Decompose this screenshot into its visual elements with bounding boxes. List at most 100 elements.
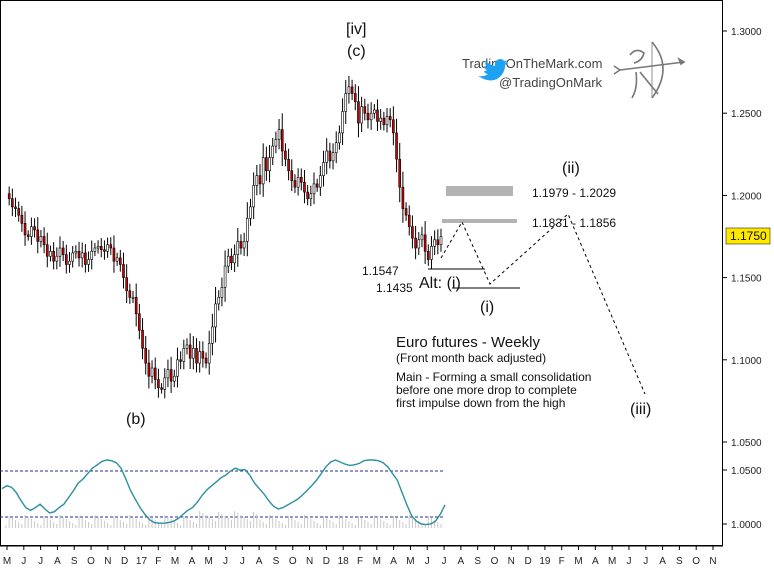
x-tick-label: N <box>508 556 515 567</box>
candle-up <box>236 241 240 255</box>
x-tick-label: A <box>458 556 465 567</box>
candle-down <box>366 112 370 121</box>
wave-label-b: (b) <box>126 411 146 428</box>
wave-label-iv: [iv] <box>346 21 366 38</box>
y-tick-label: 1.0500 <box>731 466 762 477</box>
projection-path-main <box>440 213 646 395</box>
x-tick-label: J <box>38 556 43 567</box>
candle-down <box>52 250 55 262</box>
candle-up <box>96 246 100 249</box>
x-tick-label: S <box>273 556 280 567</box>
x-tick-label: M <box>406 556 414 567</box>
candle-up <box>71 252 74 262</box>
candle-up <box>309 193 313 199</box>
candle-up <box>163 377 167 390</box>
candle-down <box>239 241 243 249</box>
candle-down <box>42 236 46 246</box>
note-line-1: Main - Forming a small consolidation <box>396 370 591 384</box>
x-tick-label: O <box>289 556 297 567</box>
x-tick-label: F <box>357 556 363 567</box>
candle-down <box>169 369 173 382</box>
candle-down <box>382 117 386 126</box>
candle-up <box>166 369 170 379</box>
candle-down <box>287 158 290 172</box>
level-label-1547: 1.1547 <box>362 264 399 278</box>
twitter-icon <box>478 59 508 81</box>
x-tick-label: A <box>54 556 61 567</box>
candle-up <box>93 247 97 252</box>
candle-down <box>426 250 430 260</box>
candle-down <box>401 186 405 209</box>
x-tick-label: A <box>390 556 397 567</box>
note-line-2: before one more drop to complete <box>396 383 577 397</box>
candle-down <box>258 175 262 185</box>
candle-up <box>417 239 421 249</box>
candle-up <box>277 129 281 140</box>
candle-up <box>185 344 189 349</box>
candle-down <box>315 183 319 188</box>
candle-up <box>220 287 224 298</box>
candle-up <box>176 359 179 377</box>
candle-up <box>312 183 316 195</box>
candle-down <box>20 214 24 224</box>
wave-label-c: (c) <box>347 43 366 60</box>
candle-up <box>90 250 94 260</box>
x-tick-label: F <box>559 556 565 567</box>
candle-down <box>134 297 138 315</box>
candle-up <box>214 303 217 328</box>
note-line-3: first impulse down from the high <box>396 396 565 410</box>
x-tick-label: J <box>425 556 430 567</box>
candle-up <box>255 175 259 186</box>
x-tick-label: D <box>121 556 128 567</box>
candle-up <box>223 265 227 288</box>
candle-up <box>172 375 176 382</box>
x-tick-label: A <box>592 556 599 567</box>
candle-up <box>87 259 90 265</box>
candle-up <box>433 239 436 247</box>
candle-up <box>211 326 214 344</box>
x-tick-label: D <box>524 556 531 567</box>
candle-up <box>319 175 322 188</box>
candle-down <box>230 255 233 264</box>
candle-down <box>350 86 354 94</box>
candle-up <box>246 218 249 242</box>
x-tick-label: N <box>104 556 111 567</box>
candle-up <box>379 117 382 122</box>
archer-logo-icon <box>613 41 686 99</box>
candle-up <box>30 226 33 237</box>
candle-up <box>217 297 221 305</box>
x-tick-label: A <box>256 556 263 567</box>
candle-up <box>341 111 344 134</box>
candle-up <box>331 152 335 162</box>
last-price-tag: 1.1750 <box>725 227 771 245</box>
x-tick-label: M <box>373 556 381 567</box>
candle-up <box>344 93 348 112</box>
candle-down <box>61 247 65 255</box>
candle-up <box>271 145 275 158</box>
candle-down <box>14 206 17 209</box>
x-tick-label: J <box>442 556 447 567</box>
y-tick-label: 1.2000 <box>731 191 762 202</box>
level-label-upper: 1.1979 - 1.2029 <box>532 186 616 200</box>
candle-down <box>109 244 113 249</box>
candle-down <box>65 254 68 265</box>
candle-down <box>119 257 122 265</box>
candle-down <box>423 234 427 252</box>
candle-down <box>77 250 81 259</box>
lower-target-zone <box>442 219 517 223</box>
candle-up <box>233 254 236 264</box>
wave-label-ii: (ii) <box>562 160 580 177</box>
candle-up <box>242 241 246 249</box>
candle-up <box>58 247 62 257</box>
candle-down <box>388 116 392 121</box>
candle-down <box>23 223 27 236</box>
candle-up <box>439 236 443 246</box>
candle-down <box>363 106 367 114</box>
candle-down <box>280 129 284 152</box>
candle-down <box>404 208 408 216</box>
chart-title: Euro futures - Weekly <box>396 334 540 351</box>
candle-down <box>17 208 21 216</box>
candle-down <box>293 180 297 188</box>
candle-down <box>144 347 148 364</box>
x-tick-label: A <box>659 556 666 567</box>
